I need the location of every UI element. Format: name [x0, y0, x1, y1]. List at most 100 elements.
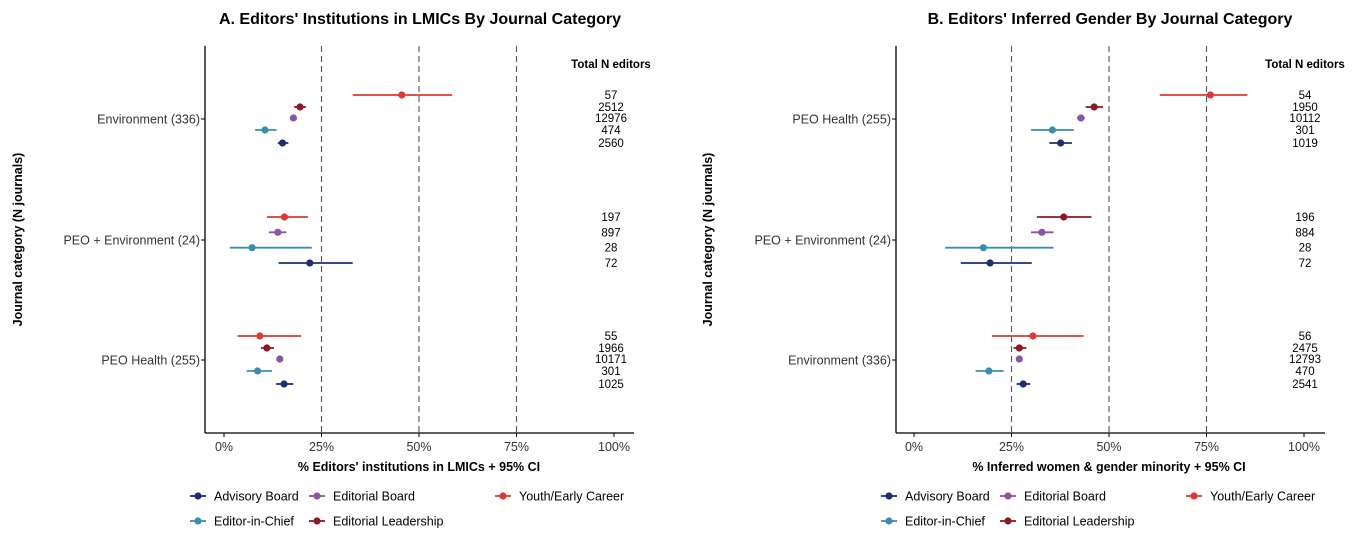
- n-editors-value: 2560: [598, 138, 624, 150]
- legend-item-editorial-board: Editorial Board: [1000, 490, 1106, 504]
- x-tick-label: 50%: [1096, 440, 1121, 454]
- point-marker: [261, 126, 269, 134]
- point-marker: [985, 367, 993, 375]
- data-point-youth-early-career: [237, 332, 302, 340]
- n-editors-value: 470: [1295, 366, 1314, 378]
- n-editors-header: Total N editors: [571, 59, 651, 71]
- x-tick-label: 0%: [215, 440, 233, 454]
- legend-item-editor-in-chief: Editor-in-Chief: [190, 515, 294, 529]
- legend-swatch-dot: [194, 492, 202, 500]
- data-point-editorial-board: [289, 114, 298, 122]
- data-point-advisory-board: [1016, 380, 1031, 388]
- point-marker: [274, 228, 282, 236]
- data-point-youth-early-career: [992, 332, 1084, 340]
- data-point-editorial-leadership: [294, 103, 306, 111]
- y-category-label: PEO + Environment (24): [754, 234, 891, 248]
- point-marker: [276, 355, 284, 363]
- point-marker: [1048, 126, 1057, 134]
- x-tick-label: 50%: [406, 440, 431, 454]
- n-editors-value: 2541: [1292, 379, 1318, 391]
- point-marker: [263, 344, 271, 352]
- legend-item-advisory-board: Advisory Board: [881, 490, 990, 504]
- data-point-advisory-board: [277, 139, 289, 147]
- legend-label: Editorial Leadership: [1024, 515, 1135, 529]
- n-editors-value: 10112: [1289, 113, 1320, 125]
- x-tick-label: 75%: [504, 440, 529, 454]
- point-marker: [256, 332, 264, 340]
- point-marker: [296, 103, 304, 111]
- n-editors-value: 57: [605, 90, 618, 102]
- n-editors-header: Total N editors: [1265, 59, 1345, 71]
- n-editors-value: 10171: [595, 354, 627, 366]
- data-point-editor-in-chief: [1031, 126, 1074, 134]
- legend-item-editor-in-chief: Editor-in-Chief: [881, 515, 985, 529]
- point-marker: [1015, 344, 1023, 352]
- legend-swatch-dot: [1004, 492, 1012, 500]
- y-axis-title: Journal category (N journals): [11, 153, 25, 327]
- legend-item-advisory-board: Advisory Board: [190, 490, 299, 504]
- point-marker: [248, 244, 256, 252]
- data-point-editorial-board: [276, 355, 284, 363]
- n-editors-value: 12793: [1289, 354, 1321, 366]
- legend: Advisory Board Editorial Board Youth/Early…: [190, 490, 624, 529]
- legend-swatch-dot: [885, 492, 893, 500]
- legend-swatch-dot: [1190, 492, 1198, 500]
- n-editors-value: 72: [605, 258, 618, 270]
- data-point-editorial-leadership: [1085, 103, 1104, 111]
- x-tick-label: 100%: [1288, 440, 1320, 454]
- point-marker: [1038, 228, 1046, 236]
- legend-label: Editorial Board: [333, 490, 415, 504]
- n-editors-value: 474: [601, 125, 621, 137]
- n-editors-value: 1019: [1292, 138, 1318, 150]
- point-marker: [398, 91, 406, 99]
- data-point-editor-in-chief: [229, 244, 312, 252]
- legend-label: Editor-in-Chief: [905, 515, 985, 529]
- n-editors-value: 28: [605, 243, 618, 255]
- chart-title: B. Editors' Inferred Gender By Journal C…: [928, 11, 1293, 28]
- x-tick-label: 100%: [598, 440, 630, 454]
- point-marker: [1060, 213, 1068, 221]
- data-point-editor-in-chief: [246, 367, 272, 375]
- point-marker: [1057, 139, 1065, 147]
- point-marker: [278, 139, 287, 147]
- chart-title: A. Editors' Institutions in LMICs By Jou…: [219, 11, 621, 28]
- data-point-editorial-leadership: [1036, 213, 1092, 221]
- panel-b: B. Editors' Inferred Gender By Journal C…: [701, 11, 1345, 529]
- point-marker: [1015, 355, 1023, 363]
- point-marker: [1077, 114, 1085, 122]
- legend-swatch-dot: [194, 517, 202, 525]
- n-editors-value: 1950: [1292, 102, 1318, 114]
- x-tick-label: 75%: [1194, 440, 1219, 454]
- x-tick-label: 0%: [905, 440, 923, 454]
- data-point-editorial-leadership: [1013, 344, 1027, 352]
- legend-swatch-dot: [885, 517, 893, 525]
- n-editors-value: 197: [601, 212, 620, 224]
- y-axis-title: Journal category (N journals): [701, 153, 715, 327]
- point-marker: [979, 244, 988, 252]
- legend-label: Editorial Board: [1024, 490, 1106, 504]
- legend-item-editorial-leadership: Editorial Leadership: [309, 515, 444, 529]
- legend-item-editorial-leadership: Editorial Leadership: [1000, 515, 1135, 529]
- legend: Advisory Board Editorial Board Youth/Early…: [881, 490, 1315, 529]
- y-category-label: PEO Health (255): [792, 113, 891, 127]
- legend-label: Editorial Leadership: [333, 515, 444, 529]
- legend-label: Advisory Board: [905, 490, 990, 504]
- data-point-editorial-leadership: [261, 344, 274, 352]
- n-editors-value: 1025: [598, 379, 624, 391]
- data-point-editorial-board: [1077, 114, 1085, 122]
- data-point-editor-in-chief: [255, 126, 277, 134]
- data-point-editorial-board: [1015, 355, 1023, 363]
- n-editors-value: 28: [1299, 243, 1312, 255]
- data-point-youth-early-career: [352, 91, 453, 99]
- x-axis-title: % Editors' institutions in LMICs + 95% C…: [298, 460, 540, 474]
- point-marker: [1029, 332, 1037, 340]
- n-editors-value: 884: [1295, 227, 1315, 239]
- data-point-editor-in-chief: [945, 244, 1054, 252]
- n-editors-value: 301: [601, 366, 620, 378]
- point-marker: [280, 213, 289, 221]
- data-point-editorial-board: [1031, 228, 1054, 236]
- point-marker: [253, 367, 262, 375]
- legend-label: Youth/Early Career: [1210, 490, 1315, 504]
- n-editors-value: 55: [605, 331, 618, 343]
